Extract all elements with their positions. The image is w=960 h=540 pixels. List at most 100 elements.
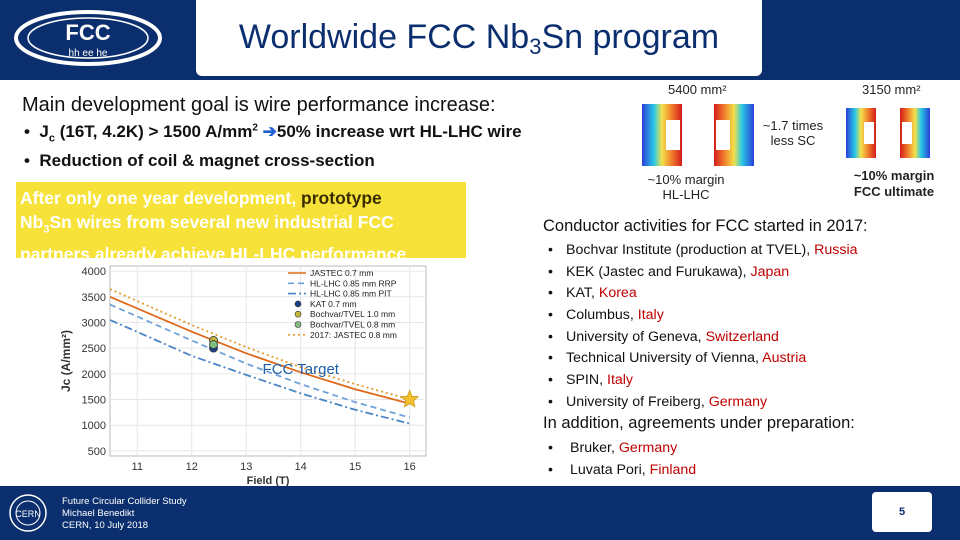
agreement-item: • Bruker, Germany [548,437,696,459]
x-tick-label: 13 [240,461,252,473]
bullet-icon: • [548,307,553,324]
conductor-name: Bochvar Institute (production at TVEL), [566,242,815,258]
bullet-icon: • [548,350,553,367]
bullet-icon: • [548,372,553,389]
conductor-item: • Technical University of Vienna, Austria [548,348,858,370]
conductor-name: KEK (Jastec and Furukawa), [566,263,751,280]
fcc-target-label: FCC Target [263,361,340,378]
title-box: Worldwide FCC Nb3Sn program [196,0,762,76]
agreement-country: Germany [618,440,678,456]
conductor-name: University of Geneva, [566,328,706,345]
bullet-icon: • [548,328,553,345]
legend-label: JASTEC 0.7 mm [310,268,373,278]
fcc-logo: FCC hh ee he [14,10,162,66]
conductor-country: Italy [607,372,634,389]
logo-subtext: hh ee he [69,48,108,59]
conductor-item: • KAT, Korea [548,283,858,305]
conductor-name: Columbus, [566,307,638,324]
cern-logo-text: CERN [15,509,41,519]
bullet-icon: • [548,263,553,280]
logo-text: FCC [65,20,110,45]
conductor-item: • University of Geneva, Switzerland [548,327,858,349]
margin-fcc-label: ~10% margin FCC ultimate [853,168,935,199]
conductor-item: • Columbus, Italy [548,305,858,327]
bullet-reduction: • Reduction of coil & magnet cross-secti… [24,151,375,170]
x-tick-label: 14 [295,461,307,473]
y-tick-label: 3500 [82,292,106,304]
agreements-heading: In addition, agreements under preparatio… [543,414,855,432]
hl-lhc-magnet-cross-section [642,104,754,166]
series-point [209,340,218,349]
legend-label: HL-LHC 0.85 mm PIT [310,289,392,299]
arrow-icon: ➔ [262,122,277,141]
footer-bar: CERN Future Circular Collider Study Mich… [0,486,960,540]
area-hl-label: 5400 mm² [668,82,727,97]
conductor-country: Japan [750,263,790,280]
y-tick-label: 4000 [82,266,106,278]
bullet-icon: • [548,242,553,258]
conductor-country: Korea [598,285,637,302]
conductor-list: • Bochvar Institute (production at TVEL),… [548,240,858,414]
legend-label: Bochvar/TVEL 0.8 mm [310,320,395,330]
x-tick-label: 11 [132,461,143,473]
fcc-target-star [400,389,420,408]
legend-label: HL-LHC 0.85 mm RRP [310,278,397,288]
legend-marker [294,310,302,318]
y-axis-label: Jc (A/mm²) [59,330,73,392]
page-number-box: 5 [872,492,932,532]
goal-text: Main development goal is wire performanc… [22,94,496,116]
y-tick-label: 1500 [82,395,106,407]
conductor-name: University of Freiberg, [566,393,709,410]
conductor-item: • Bochvar Institute (production at TVEL),… [548,240,858,262]
cern-logo: CERN [9,494,47,532]
area-fcc-label: 3150 mm² [862,82,921,97]
y-tick-label: 2500 [82,343,106,355]
conductor-country: Austria [762,350,807,367]
jc-field-chart: 500 1000 1500 2000 2500 3000 3500 4000 11 12 13 14 1… [59,265,427,486]
y-tick-label: 500 [88,446,106,458]
conductor-country: Russia [814,242,858,258]
conductor-name: Technical University of Vienna, [566,350,763,367]
y-tick-label: 1000 [82,420,106,432]
x-tick-label: 16 [404,461,416,473]
legend-label: 2017: JASTEC 0.8 mm [310,330,397,340]
margin-hl-label: ~10% margin HL-LHC [647,172,725,202]
footer-text: Future Circular Collider Study Michael B… [62,496,187,531]
highlight-text: After only one year development, prototy… [20,188,407,264]
conductor-country: Germany [708,393,768,410]
y-tick-label: 2000 [82,369,106,381]
highlight-box: After only one year development, prototy… [16,182,466,264]
agreement-name: Luvata Pori, [570,462,650,478]
conductor-heading: Conductor activities for FCC started in … [543,217,868,235]
bullet-icon: • [548,393,553,410]
header-bar: FCC hh ee he Worldwide FCC Nb3Sn program [0,0,960,80]
conductor-country: Italy [637,307,664,324]
bullet-icon: • [548,285,553,302]
x-axis-label: Field (T) [247,475,290,486]
conductor-item: • SPIN, Italy [548,370,858,392]
y-tick-label: 3000 [82,317,106,329]
page-number: 5 [898,506,906,518]
series-line [109,295,410,405]
conductor-item: • University of Freiberg, Germany [548,392,858,414]
bullet-icon: • [548,440,553,456]
legend-marker [294,300,302,308]
conductor-name: SPIN, [566,372,607,389]
x-tick-label: 12 [186,461,198,473]
legend-label: KAT 0.7 mm [310,299,356,309]
conductor-item: • KEK (Jastec and Furukawa), Japan [548,262,858,284]
conductor-country: Switzerland [705,328,779,345]
series-line [109,303,410,419]
bullet-jc: • Jc (16T, 4.2K) > 1500 A/mm2 ➔50% incre… [24,122,522,145]
legend-marker [294,321,302,328]
x-tick-label: 15 [349,461,361,473]
agreement-name: Bruker, [570,440,619,456]
legend-label: Bochvar/TVEL 1.0 mm [310,309,395,319]
ratio-label: ~1.7 times less SC [762,118,824,148]
agreement-item: • Luvata Pori, Finland [548,459,696,481]
agreement-country: Finland [649,462,697,478]
fcc-magnet-cross-section [846,108,930,158]
agreements-list: • Bruker, Germany • Luvata Pori, Finland [548,437,696,481]
bullet-icon: • [548,462,553,478]
conductor-name: KAT, [566,285,599,302]
